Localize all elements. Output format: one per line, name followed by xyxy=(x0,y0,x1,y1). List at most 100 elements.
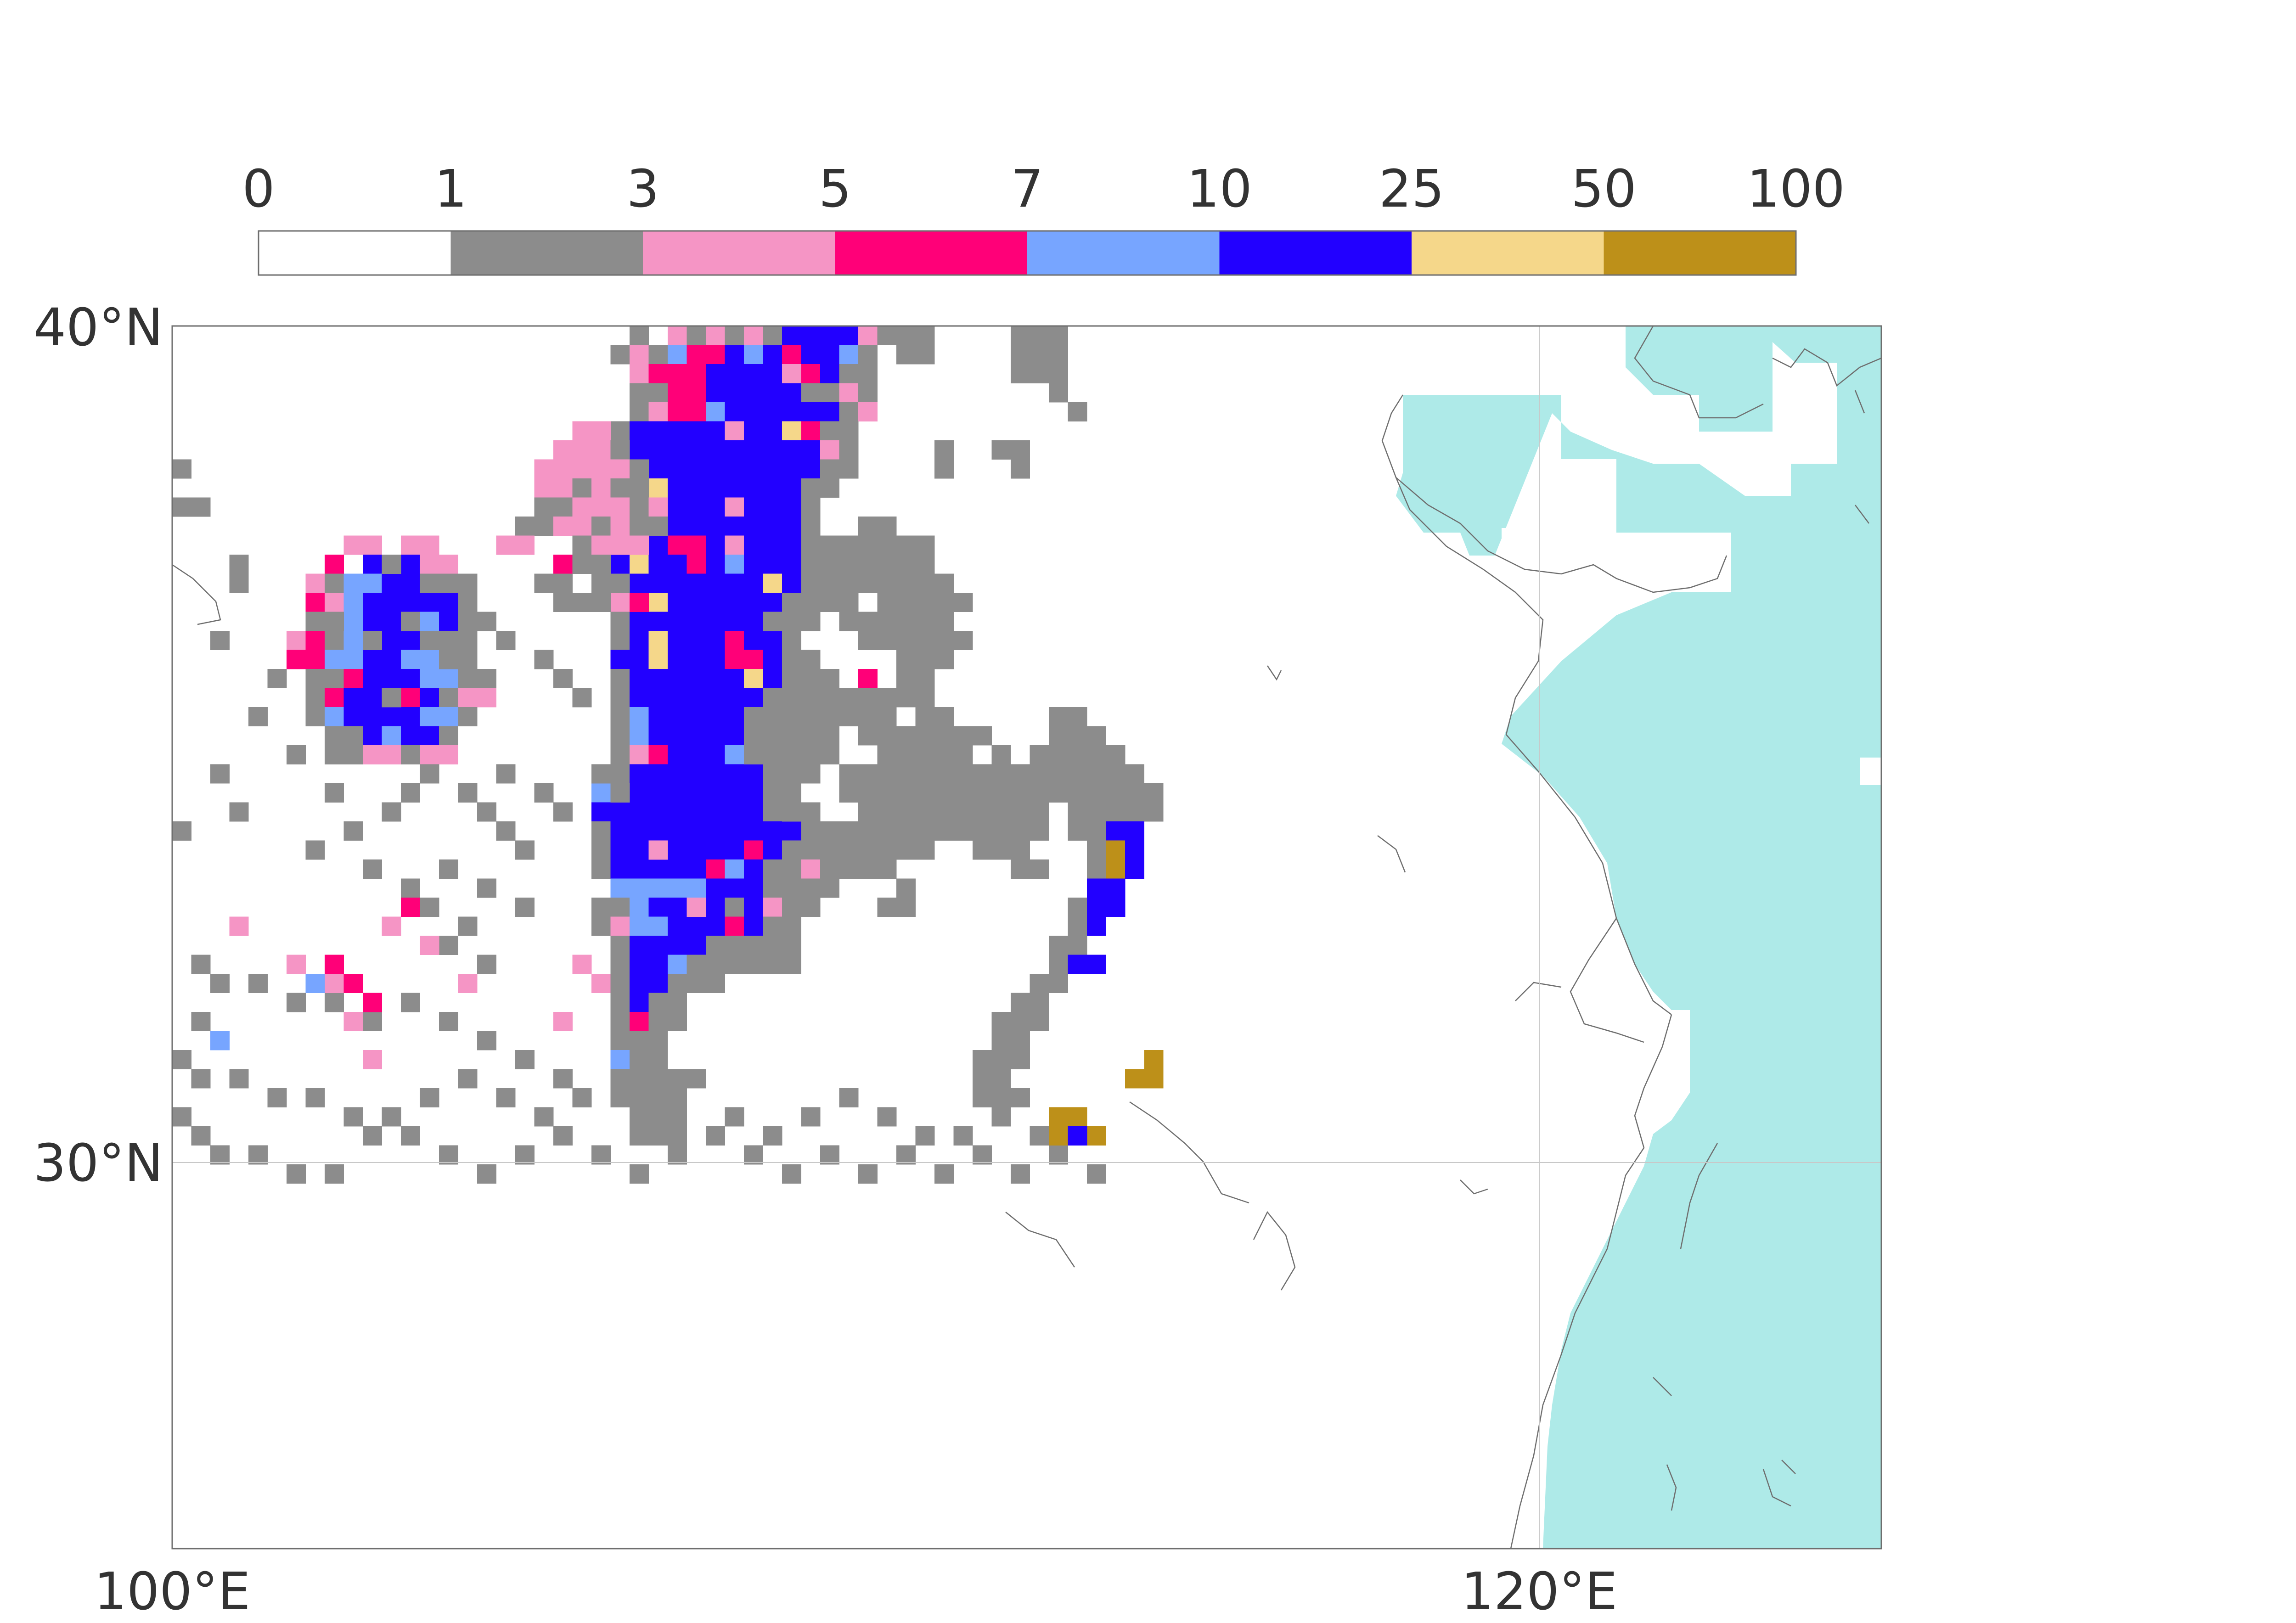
precip-cell xyxy=(782,364,801,383)
precip-cell xyxy=(572,459,592,479)
precip-cell xyxy=(1125,821,1144,841)
precip-cell xyxy=(648,402,668,421)
precip-cell xyxy=(668,936,687,955)
precip-cell xyxy=(953,783,973,803)
precip-cell xyxy=(1087,764,1106,784)
precip-cell xyxy=(401,612,420,631)
precip-cell xyxy=(744,955,763,974)
precip-cell xyxy=(477,1164,496,1184)
precip-cell xyxy=(706,326,725,345)
precip-cell xyxy=(325,1164,344,1184)
precip-cell xyxy=(382,612,401,631)
precip-cell xyxy=(782,573,801,593)
precip-cell xyxy=(687,859,706,879)
precip-cell xyxy=(1068,802,1087,822)
precip-cell xyxy=(305,669,325,688)
precip-cell xyxy=(1049,707,1068,726)
precip-cell xyxy=(782,688,801,708)
precip-cell xyxy=(706,707,725,726)
precip-cell xyxy=(401,631,420,650)
precip-cell xyxy=(744,821,763,841)
precip-cell xyxy=(401,688,420,708)
precip-cell xyxy=(1068,936,1087,955)
precip-cell xyxy=(744,326,763,345)
precip-cell xyxy=(915,612,935,631)
precip-cell xyxy=(877,573,897,593)
precip-cell xyxy=(801,440,821,460)
precip-cell xyxy=(1011,1164,1030,1184)
precip-cell xyxy=(877,1107,897,1127)
precip-cell xyxy=(553,1012,573,1031)
precip-cell xyxy=(820,326,839,345)
precip-cell xyxy=(591,916,611,936)
precip-cell xyxy=(610,1088,630,1107)
precip-cell xyxy=(858,726,878,746)
precip-cell xyxy=(1011,821,1030,841)
precip-cell xyxy=(973,821,992,841)
precip-cell xyxy=(439,573,458,593)
colorbar-swatch-0 xyxy=(259,231,451,275)
precip-cell xyxy=(934,821,954,841)
precip-cell xyxy=(915,802,935,822)
precip-cell xyxy=(630,974,649,993)
precip-cell xyxy=(744,383,763,403)
precip-cell xyxy=(229,555,249,574)
precip-cell xyxy=(668,612,687,631)
precip-cell xyxy=(1106,821,1125,841)
precip-cell xyxy=(515,840,535,860)
precip-cell xyxy=(1011,859,1030,879)
precip-cell xyxy=(858,764,878,784)
precip-cell xyxy=(630,707,649,726)
precip-cell xyxy=(248,974,268,993)
precip-cell xyxy=(687,517,706,536)
precip-cell xyxy=(610,783,630,803)
precip-cell xyxy=(1011,1088,1030,1107)
precip-cell xyxy=(591,535,611,555)
map-frame xyxy=(171,325,1882,1550)
precip-cell xyxy=(553,440,573,460)
precip-cell xyxy=(687,326,706,345)
precip-cell xyxy=(782,707,801,726)
precip-cell xyxy=(839,345,859,365)
precip-cell xyxy=(172,497,191,517)
precip-cell xyxy=(896,573,916,593)
precip-cell xyxy=(401,707,420,726)
precip-cell xyxy=(668,326,687,345)
precip-cell xyxy=(1125,859,1144,879)
precip-cell xyxy=(915,764,935,784)
precip-cell xyxy=(305,593,325,612)
precip-cell xyxy=(763,517,782,536)
precip-cell xyxy=(1087,1164,1106,1184)
precip-cell xyxy=(477,612,496,631)
colorbar-swatch-5 xyxy=(1219,231,1412,275)
precip-cell xyxy=(820,573,839,593)
precip-cell xyxy=(744,421,763,441)
precip-cell xyxy=(801,669,821,688)
precip-cell xyxy=(591,859,611,879)
precip-cell xyxy=(591,421,611,441)
precip-cell xyxy=(973,1088,992,1107)
precip-cell xyxy=(363,707,382,726)
precip-cell xyxy=(172,1107,191,1127)
precip-cell xyxy=(687,1069,706,1089)
precip-cell xyxy=(1049,326,1068,345)
precip-cell xyxy=(687,402,706,421)
precip-cell xyxy=(668,840,687,860)
precip-cell xyxy=(515,1145,535,1165)
precip-cell xyxy=(706,783,725,803)
precip-cell xyxy=(915,555,935,574)
precip-cell xyxy=(706,974,725,993)
precip-cell xyxy=(1011,364,1030,383)
precip-cell xyxy=(706,859,725,879)
precip-cell xyxy=(896,631,916,650)
precip-cell xyxy=(630,1031,649,1050)
precip-cell xyxy=(325,555,344,574)
precip-cell xyxy=(496,631,516,650)
precip-cell xyxy=(782,459,801,479)
precip-cell xyxy=(687,974,706,993)
precip-cell xyxy=(630,898,649,917)
precip-cell xyxy=(687,802,706,822)
precip-cell xyxy=(401,669,420,688)
precip-cell xyxy=(782,612,801,631)
precip-cell xyxy=(630,1069,649,1089)
